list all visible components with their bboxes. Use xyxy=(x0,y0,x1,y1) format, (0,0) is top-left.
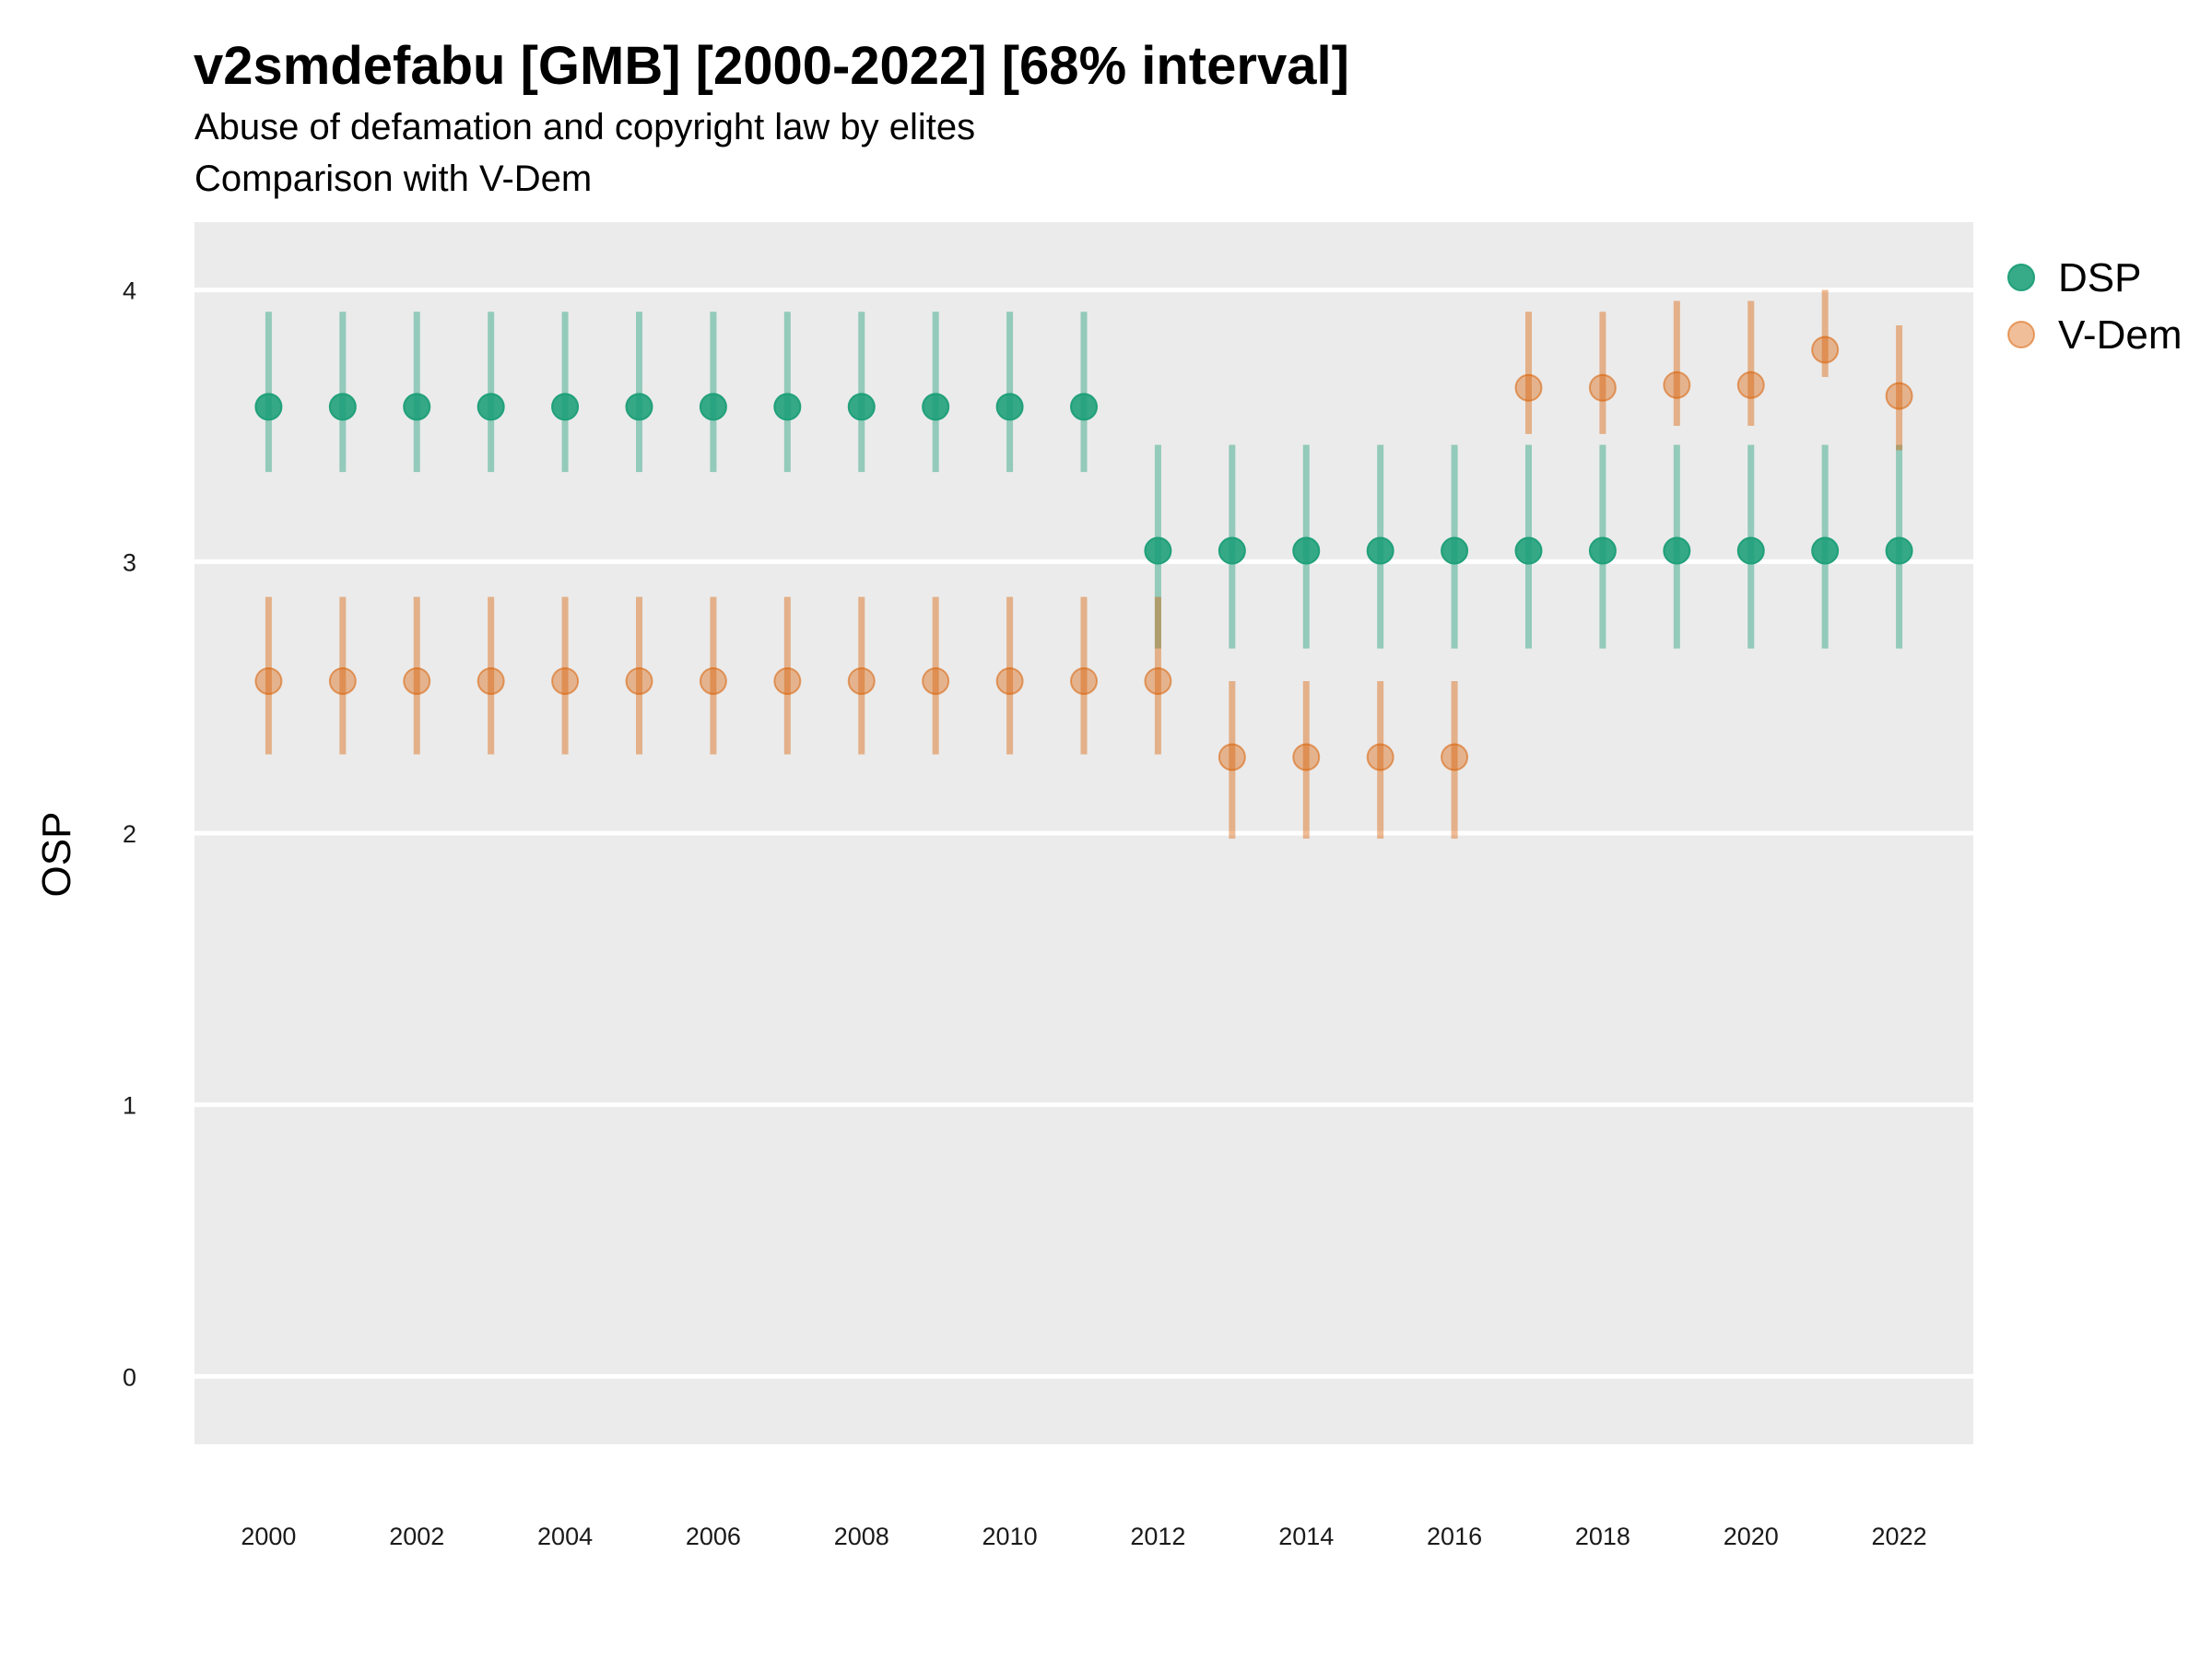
data-point xyxy=(625,393,653,421)
x-tick-label: 2000 xyxy=(241,1523,296,1550)
data-point xyxy=(1218,536,1246,565)
data-point xyxy=(1885,382,1913,410)
legend-label: DSP xyxy=(2058,255,2141,300)
data-point xyxy=(1514,536,1543,565)
y-tick-label: 2 xyxy=(123,820,136,848)
data-point xyxy=(922,666,950,695)
legend-key-dsp xyxy=(2007,264,2035,291)
data-point xyxy=(328,393,357,421)
data-point xyxy=(1588,536,1617,565)
data-point xyxy=(847,393,876,421)
y-axis-label: OSP xyxy=(34,812,79,898)
data-point xyxy=(773,393,802,421)
data-point xyxy=(625,666,653,695)
data-point xyxy=(1292,536,1321,565)
data-point xyxy=(1811,335,1840,364)
x-tick-label: 2012 xyxy=(1130,1523,1185,1550)
data-point xyxy=(477,666,505,695)
data-point xyxy=(551,666,580,695)
data-point xyxy=(403,666,431,695)
data-point xyxy=(328,666,357,695)
legend-label: V-Dem xyxy=(2058,312,2182,358)
data-point xyxy=(699,666,727,695)
x-tick-label: 2014 xyxy=(1278,1523,1334,1550)
data-point xyxy=(1736,536,1765,565)
x-tick-label: 2016 xyxy=(1427,1523,1482,1550)
y-tick-label: 3 xyxy=(123,548,136,576)
legend-key-v-dem xyxy=(2007,321,2035,348)
data-point xyxy=(1441,743,1469,771)
x-axis-ticks: 2000 2002 2004 2006 2008 2010 2012 2014 2016 2018… xyxy=(241,1523,1926,1550)
data-point xyxy=(1366,743,1394,771)
legend: DSP V-Dem xyxy=(2007,255,2182,358)
data-point xyxy=(1144,536,1172,565)
y-tick-label: 4 xyxy=(123,277,136,305)
data-point xyxy=(699,393,727,421)
data-point xyxy=(1885,536,1913,565)
x-tick-label: 2004 xyxy=(537,1523,593,1550)
data-point xyxy=(995,393,1024,421)
data-point xyxy=(1144,666,1172,695)
series-dsp xyxy=(254,312,1913,649)
grid-lines xyxy=(194,288,1973,1379)
data-point xyxy=(551,393,580,421)
data-point xyxy=(773,666,802,695)
data-point xyxy=(254,666,283,695)
data-point xyxy=(995,666,1024,695)
x-tick-label: 2020 xyxy=(1724,1523,1779,1550)
series-v-dem xyxy=(254,289,1913,839)
data-point xyxy=(1736,371,1765,399)
y-tick-label: 0 xyxy=(123,1363,136,1391)
chart-subtitle-comparison: Comparison with V-Dem xyxy=(194,159,593,199)
data-point xyxy=(847,666,876,695)
x-tick-label: 2008 xyxy=(834,1523,889,1550)
x-tick-label: 2002 xyxy=(389,1523,444,1550)
data-point xyxy=(477,393,505,421)
data-point xyxy=(1218,743,1246,771)
chart-title: v2smdefabu [GMB] [2000-2022] [68% interv… xyxy=(194,36,1349,96)
data-point xyxy=(922,393,950,421)
data-point xyxy=(1811,536,1840,565)
data-point xyxy=(403,393,431,421)
data-point xyxy=(1366,536,1394,565)
data-point xyxy=(1663,536,1691,565)
x-tick-label: 2010 xyxy=(982,1523,1038,1550)
x-tick-label: 2022 xyxy=(1872,1523,1927,1550)
data-point xyxy=(1070,666,1098,695)
data-point xyxy=(1514,373,1543,402)
data-point xyxy=(1292,743,1321,771)
data-point xyxy=(1070,393,1098,421)
y-axis-ticks: 0 1 2 3 4 xyxy=(123,277,136,1392)
chart-subtitle: Abuse of defamation and copyright law by… xyxy=(194,107,976,147)
data-point xyxy=(254,393,283,421)
y-tick-label: 1 xyxy=(123,1092,136,1120)
data-point xyxy=(1588,373,1617,402)
data-series xyxy=(254,289,1913,839)
data-point xyxy=(1663,371,1691,399)
x-tick-label: 2018 xyxy=(1575,1523,1630,1550)
x-tick-label: 2006 xyxy=(686,1523,741,1550)
data-point xyxy=(1441,536,1469,565)
